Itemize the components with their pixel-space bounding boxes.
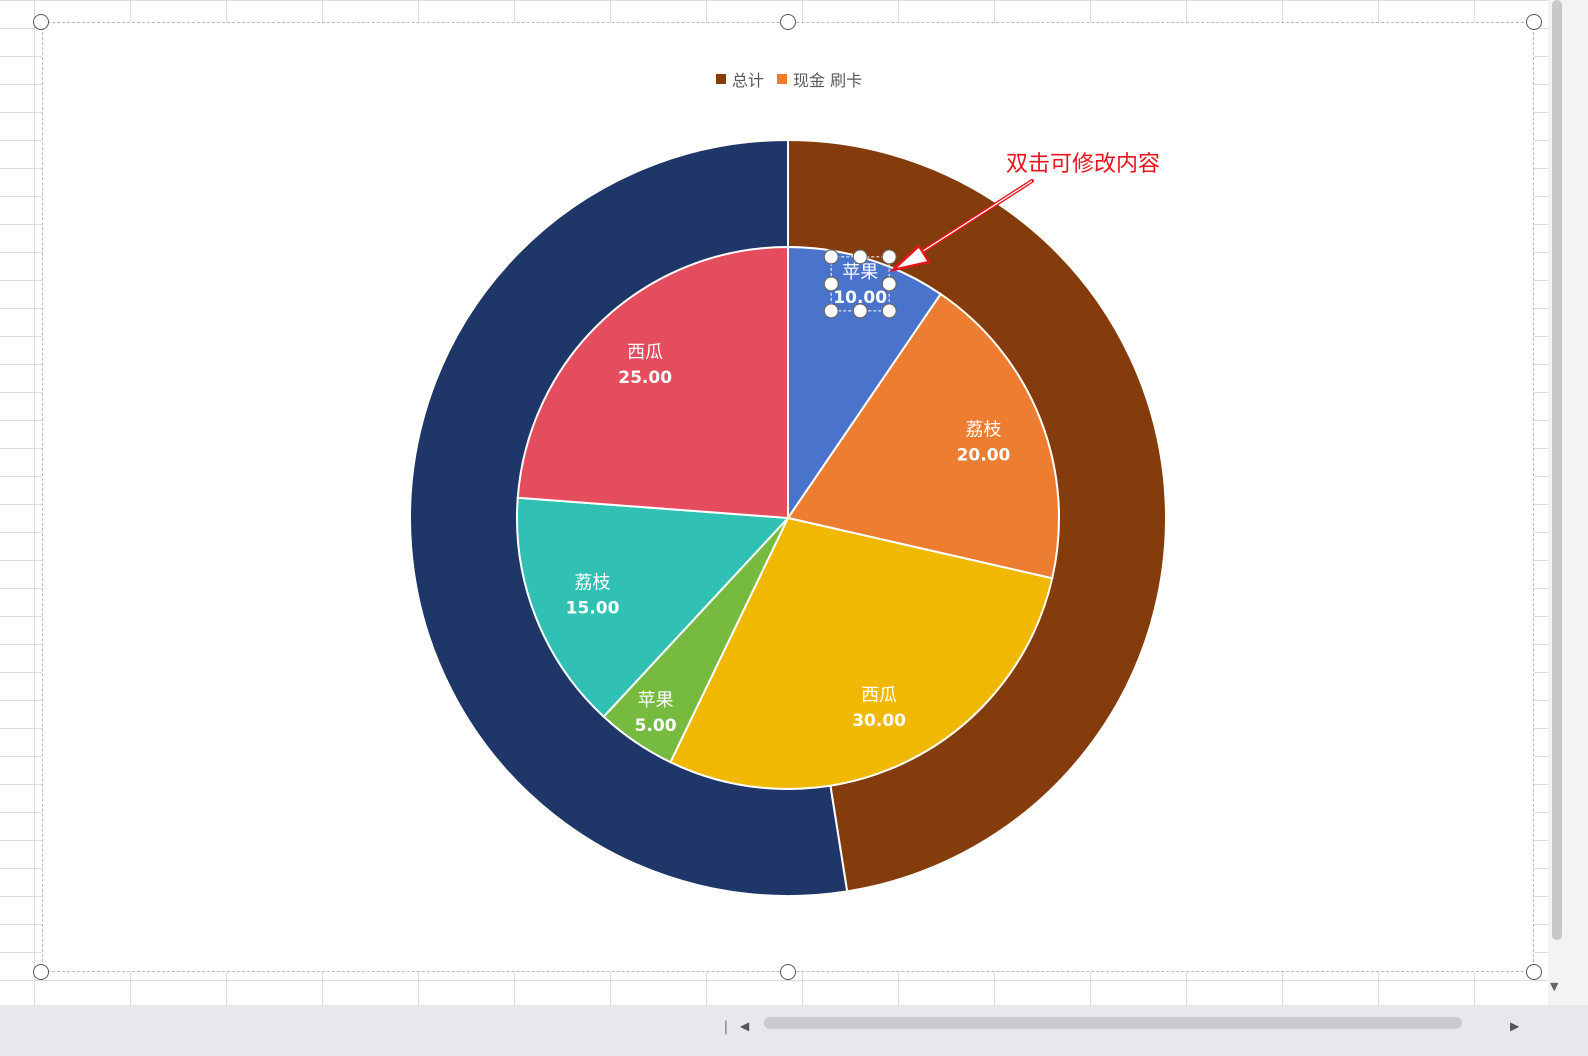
slice-label-value-2[interactable]: 30.00 (852, 711, 906, 731)
legend-swatch-total (715, 74, 726, 84)
slice-label-name-0[interactable]: 苹果 (842, 262, 878, 283)
inner-slice-5[interactable] (516, 245, 789, 520)
scroll-down-icon[interactable]: ▼ (1550, 980, 1559, 993)
legend-swatch-cash-card (777, 74, 787, 84)
annotation-arrow (888, 179, 1034, 273)
resize-handle-top-middle[interactable] (780, 14, 796, 30)
inner-slice-1[interactable] (786, 292, 1060, 580)
slice-label-name-3[interactable]: 苹果 (638, 690, 674, 711)
slice-label-value-3[interactable]: 5.00 (635, 716, 677, 736)
resize-handle-bottom-left[interactable] (33, 964, 49, 980)
slice-label-value-1[interactable]: 20.00 (957, 445, 1011, 465)
pie-labels: 苹果 10.00 荔枝 20.00 西瓜 30.00 苹果 5.00 荔枝 15.00 西瓜 25.0… (566, 262, 1011, 736)
horizontal-scrollbar[interactable]: ❘ ◀ ▶ (0, 1005, 1588, 1056)
inner-pie (516, 245, 1060, 791)
label-handle-7[interactable] (881, 303, 897, 319)
resize-handle-top-right[interactable] (1526, 14, 1542, 30)
scroll-left-icon[interactable]: ◀ (740, 1019, 750, 1033)
inner-slice-4[interactable] (516, 496, 791, 719)
label-handle-2[interactable] (881, 249, 897, 265)
label-selection-handles (823, 249, 897, 319)
nested-pie-chart[interactable]: 苹果 10.00 荔枝 20.00 西瓜 30.00 苹果 5.00 荔枝 15.00 西瓜 25.0… (0, 0, 1548, 1005)
slice-label-value-5[interactable]: 25.00 (618, 368, 672, 388)
scroll-right-icon[interactable]: ▶ (1510, 1019, 1520, 1033)
vertical-scrollbar[interactable]: ▼ (1548, 0, 1588, 1005)
slice-label-name-2[interactable]: 西瓜 (861, 685, 897, 706)
resize-handle-bottom-right[interactable] (1526, 964, 1542, 980)
vertical-scroll-thumb[interactable] (1552, 0, 1562, 940)
annotation-text: 双击可修改内容 (1006, 152, 1161, 177)
slice-label-name-4[interactable]: 荔枝 (575, 573, 611, 594)
legend-label-cash-card: 现金 刷卡 (793, 71, 863, 90)
slice-label-value-0[interactable]: 10.00 (833, 288, 887, 308)
label-handle-1[interactable] (852, 249, 868, 265)
chart-legend[interactable]: 总计 现金 刷卡 (43, 67, 1535, 91)
label-handle-4[interactable] (881, 276, 897, 292)
resize-handle-top-left[interactable] (33, 14, 49, 30)
legend-item-cash-card[interactable]: 现金 刷卡 (777, 67, 862, 91)
resize-handle-bottom-middle[interactable] (780, 964, 796, 980)
legend-label-total: 总计 (731, 71, 764, 90)
inner-slice-2[interactable] (669, 516, 1054, 791)
legend-item-total[interactable]: 总计 (715, 67, 764, 91)
horizontal-scroll-thumb[interactable] (764, 1017, 1462, 1029)
label-handle-6[interactable] (852, 303, 868, 319)
slice-label-value-4[interactable]: 15.00 (566, 599, 620, 619)
slice-label-name-5[interactable]: 西瓜 (627, 342, 663, 363)
label-handle-0[interactable] (823, 249, 839, 265)
label-handle-5[interactable] (823, 303, 839, 319)
label-handle-3[interactable] (823, 276, 839, 292)
slice-label-name-1[interactable]: 荔枝 (965, 419, 1001, 440)
sheet-splitter-icon[interactable]: ❘ (720, 1019, 732, 1035)
